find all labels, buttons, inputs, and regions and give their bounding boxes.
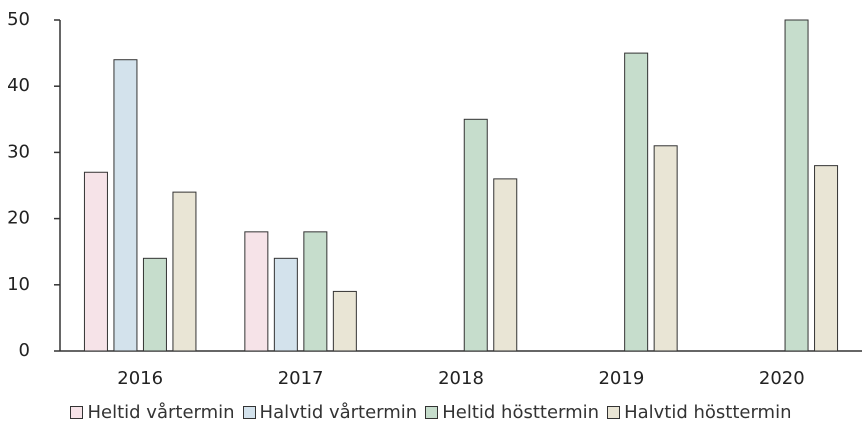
y-tick-label: 30	[7, 141, 30, 162]
legend-label: Heltid vårtermin	[87, 402, 235, 423]
y-tick-label: 0	[19, 340, 30, 361]
bar	[814, 165, 839, 352]
legend-label: Halvtid vårtermin	[259, 402, 418, 423]
legend-swatch	[70, 406, 84, 419]
legend-label: Heltid hösttermin	[442, 402, 600, 423]
y-tick-label: 40	[7, 75, 30, 96]
y-tick-label: 20	[7, 208, 30, 229]
bar	[113, 59, 138, 352]
bar	[83, 171, 108, 352]
legend-swatch	[425, 406, 439, 419]
plot: 0 10 20 30 40 50 2016 2017 2018 2019 2020	[7, 9, 862, 389]
bar	[332, 290, 357, 352]
bar	[172, 191, 197, 352]
legend-swatch	[242, 406, 256, 419]
legend-item: Heltid vårtermin	[70, 402, 235, 423]
bar	[624, 52, 649, 352]
bar	[244, 231, 269, 352]
bar	[463, 118, 488, 352]
legend-swatch	[607, 406, 621, 419]
bar	[303, 231, 328, 352]
bar	[784, 19, 809, 352]
legend-item: Heltid hösttermin	[425, 402, 599, 423]
legend: Heltid vårtermin Halvtid vårtermin Heltid …	[0, 402, 862, 423]
legend-item: Halvtid hösttermin	[607, 402, 792, 423]
bar	[653, 145, 678, 352]
bar	[142, 257, 167, 352]
y-tick-label: 10	[7, 274, 30, 295]
x-tick-label: 2019	[598, 368, 644, 389]
bar	[493, 178, 518, 352]
y-tick-label: 50	[7, 9, 30, 30]
legend-label: Halvtid hösttermin	[624, 402, 792, 423]
x-tick-label: 2016	[117, 368, 163, 389]
x-tick-label: 2020	[759, 368, 805, 389]
x-tick-label: 2018	[438, 368, 484, 389]
bar	[273, 257, 298, 352]
x-tick-label: 2017	[278, 368, 324, 389]
legend-item: Halvtid vårtermin	[242, 402, 418, 423]
